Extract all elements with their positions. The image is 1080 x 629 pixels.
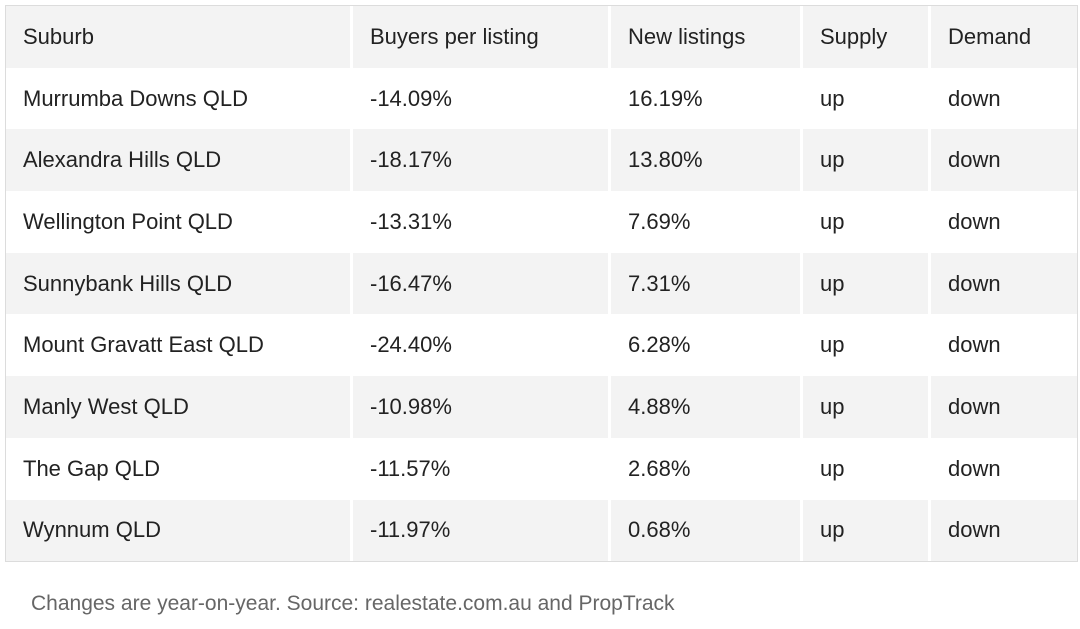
cell-suburb: Mount Gravatt East QLD — [6, 314, 353, 377]
cell-suburb: Alexandra Hills QLD — [6, 129, 353, 192]
cell-buyers-per-listing: -18.17% — [353, 129, 611, 192]
cell-suburb: Sunnybank Hills QLD — [6, 252, 353, 315]
suburb-supply-demand-table: Suburb Buyers per listing New listings S… — [6, 6, 1077, 562]
cell-supply: up — [803, 191, 931, 253]
cell-new-listings: 2.68% — [611, 437, 803, 500]
header-supply: Supply — [803, 6, 931, 68]
header-new-listings: New listings — [611, 6, 803, 68]
table-row: Murrumba Downs QLD -14.09% 16.19% up dow… — [6, 67, 1077, 130]
table-caption: Changes are year-on-year. Source: reales… — [31, 592, 675, 615]
cell-buyers-per-listing: -11.57% — [353, 437, 611, 500]
cell-buyers-per-listing: -11.97% — [353, 499, 611, 562]
suburb-table-container: Suburb Buyers per listing New listings S… — [5, 5, 1078, 563]
cell-supply: up — [803, 252, 931, 315]
table-row: Manly West QLD -10.98% 4.88% up down — [6, 376, 1077, 438]
cell-buyers-per-listing: -14.09% — [353, 67, 611, 130]
cell-new-listings: 0.68% — [611, 499, 803, 562]
table-row: Sunnybank Hills QLD -16.47% 7.31% up dow… — [6, 252, 1077, 315]
header-demand: Demand — [948, 23, 1032, 49]
table-header-row: Suburb Buyers per listing New listings S… — [6, 6, 1077, 68]
cell-suburb: The Gap QLD — [6, 437, 353, 500]
cell-suburb: Murrumba Downs QLD — [6, 67, 353, 130]
cell-buyers-per-listing: -16.47% — [353, 252, 611, 315]
cell-suburb: Manly West QLD — [6, 376, 353, 438]
table-row: Wellington Point QLD -13.31% 7.69% up do… — [6, 191, 1077, 253]
table-row: Mount Gravatt East QLD -24.40% 6.28% up … — [6, 314, 1077, 377]
cell-new-listings: 7.69% — [611, 191, 803, 253]
cell-demand: down — [948, 455, 1001, 481]
table-row: The Gap QLD -11.57% 2.68% up down — [6, 437, 1077, 500]
cell-supply: up — [803, 437, 931, 500]
cell-demand: down — [948, 270, 1001, 296]
cell-supply: up — [803, 67, 931, 130]
cell-new-listings: 16.19% — [611, 67, 803, 130]
table-row: Wynnum QLD -11.97% 0.68% up down — [6, 499, 1077, 562]
table-row: Alexandra Hills QLD -18.17% 13.80% up do… — [6, 129, 1077, 192]
cell-suburb: Wellington Point QLD — [6, 191, 353, 253]
cell-demand: down — [948, 147, 1001, 173]
cell-demand: down — [948, 517, 1001, 543]
cell-demand: down — [948, 85, 1001, 111]
cell-new-listings: 6.28% — [611, 314, 803, 377]
cell-demand: down — [948, 393, 1001, 419]
cell-new-listings: 4.88% — [611, 376, 803, 438]
cell-new-listings: 13.80% — [611, 129, 803, 192]
cell-supply: up — [803, 376, 931, 438]
cell-demand: down — [948, 208, 1001, 234]
cell-new-listings: 7.31% — [611, 252, 803, 315]
cell-supply: up — [803, 499, 931, 562]
header-suburb: Suburb — [6, 6, 353, 68]
cell-demand: down — [948, 332, 1001, 358]
header-buyers-per-listing: Buyers per listing — [353, 6, 611, 68]
cell-supply: up — [803, 129, 931, 192]
cell-supply: up — [803, 314, 931, 377]
cell-buyers-per-listing: -10.98% — [353, 376, 611, 438]
cell-buyers-per-listing: -24.40% — [353, 314, 611, 377]
cell-suburb: Wynnum QLD — [6, 499, 353, 562]
cell-buyers-per-listing: -13.31% — [353, 191, 611, 253]
